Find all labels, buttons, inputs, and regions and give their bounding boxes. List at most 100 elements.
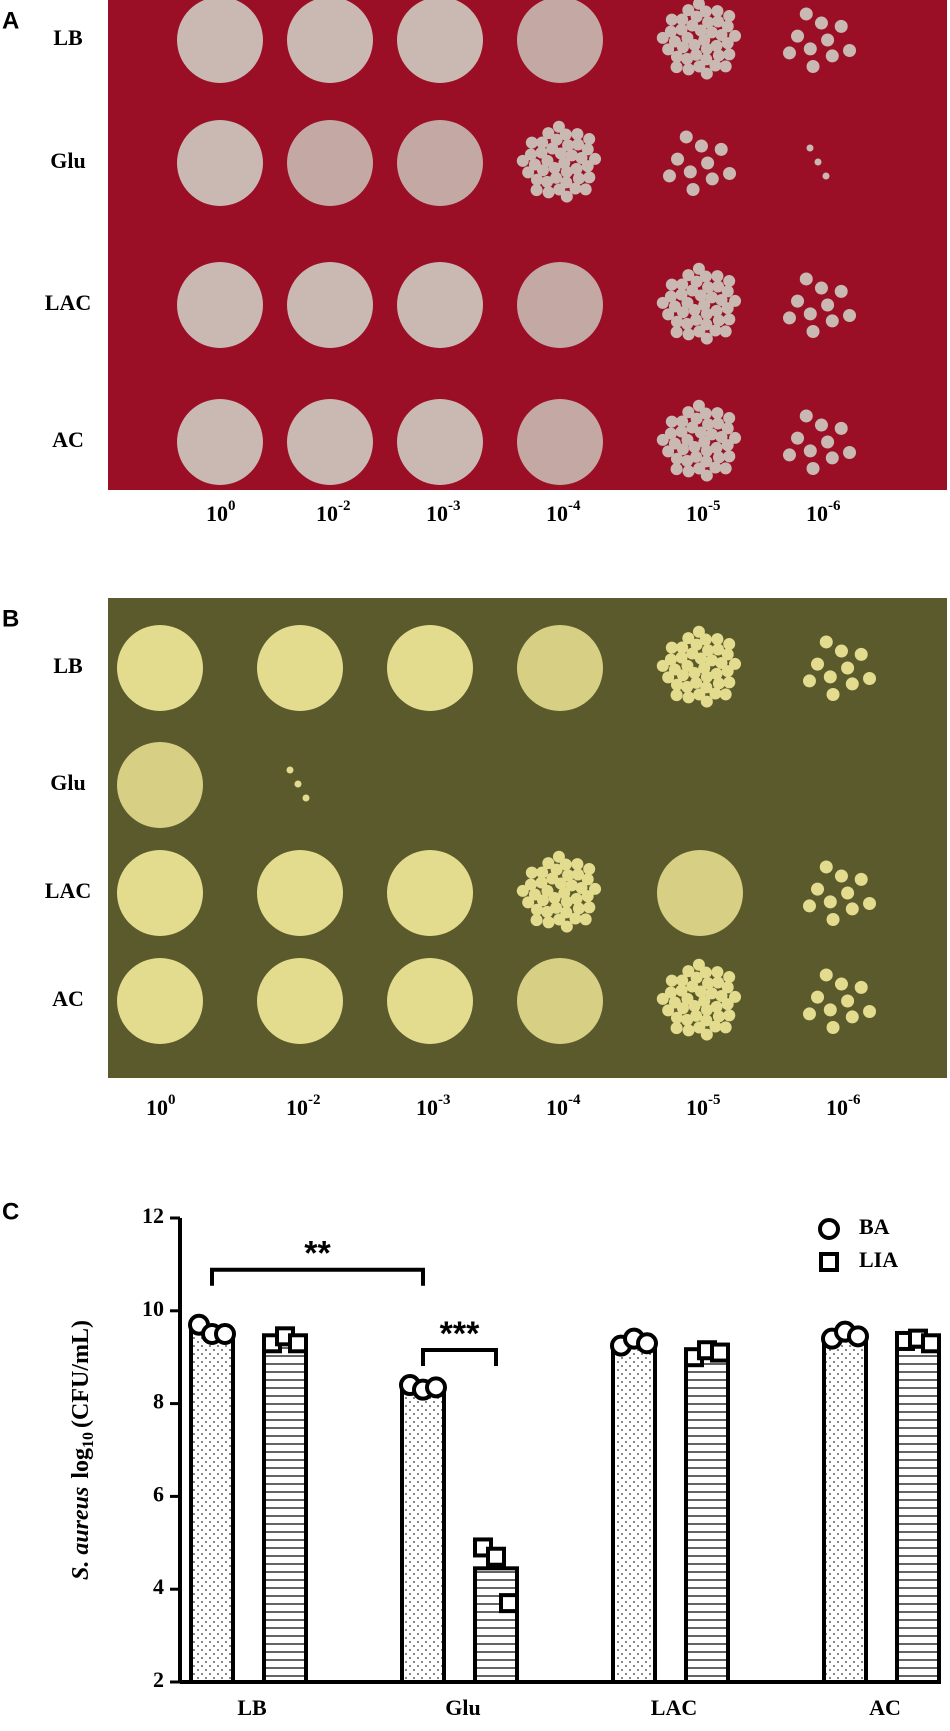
colony [803, 42, 817, 56]
colony [676, 641, 689, 654]
colony [711, 15, 724, 28]
colony [721, 981, 734, 994]
dilution-label: 10-5 [686, 1092, 721, 1120]
colony [583, 863, 596, 876]
significance-label: *** [440, 1315, 480, 1353]
colony [723, 412, 736, 425]
colony [702, 977, 715, 990]
colony [682, 632, 695, 645]
bar [473, 1566, 519, 1684]
colony [560, 895, 573, 908]
colony [681, 659, 694, 672]
row-label: AC [52, 986, 84, 1011]
spot [387, 625, 473, 711]
colony [700, 1028, 713, 1041]
colony [675, 425, 688, 438]
y-tick-label: 10 [142, 1296, 164, 1321]
colony [712, 1010, 725, 1023]
colony [565, 879, 578, 892]
colony [845, 677, 859, 691]
data-point [499, 1593, 519, 1614]
colony [702, 281, 715, 294]
colony [550, 901, 563, 914]
colony [711, 966, 724, 979]
colony [723, 1009, 736, 1022]
colony [589, 152, 602, 165]
colony [589, 882, 602, 895]
colony [729, 431, 742, 444]
colony [699, 407, 712, 420]
colony [700, 444, 713, 457]
colony [683, 165, 697, 179]
colony [806, 144, 814, 152]
colony [845, 1010, 859, 1024]
colony [562, 139, 575, 152]
colony [782, 448, 796, 462]
colony [560, 190, 573, 203]
colony [686, 647, 699, 660]
colony [546, 872, 559, 885]
colony [712, 314, 725, 327]
colony [854, 647, 868, 661]
colony [705, 654, 718, 667]
colony [675, 651, 688, 664]
colony [712, 451, 725, 464]
colony [682, 465, 695, 478]
colony [535, 146, 548, 159]
colony [841, 886, 855, 900]
colony [700, 307, 713, 320]
colony [729, 29, 742, 42]
colony [690, 450, 703, 463]
colony [665, 974, 678, 987]
colony [668, 996, 681, 1009]
colony [662, 308, 675, 321]
colony [723, 676, 736, 689]
colony [711, 417, 724, 430]
colony [799, 272, 813, 286]
colony [791, 294, 805, 308]
colony [530, 903, 543, 916]
colony [662, 169, 676, 183]
y-tick-label: 12 [142, 1203, 164, 1228]
colony [542, 186, 555, 199]
colony [699, 633, 712, 646]
colony [575, 881, 588, 894]
colony [715, 430, 728, 443]
bar [895, 1338, 941, 1684]
colony [670, 315, 683, 328]
panel-label: B [2, 605, 19, 632]
colony [690, 638, 703, 651]
colony [550, 133, 563, 146]
colony [682, 691, 695, 704]
row-label: LAC [45, 878, 91, 903]
colony [700, 1003, 713, 1016]
bar [822, 1334, 868, 1684]
colony [854, 980, 868, 994]
colony [575, 151, 588, 164]
colony [559, 858, 572, 871]
panel-label: C [2, 1198, 19, 1225]
colony [843, 446, 857, 460]
colony [802, 899, 816, 913]
colony [681, 992, 694, 1005]
colony [681, 52, 694, 65]
spot [397, 0, 483, 83]
colony [671, 152, 685, 166]
spot [397, 120, 483, 206]
colony [579, 183, 592, 196]
colony [823, 895, 837, 909]
colony [662, 445, 675, 458]
colony [709, 324, 722, 337]
colony [819, 968, 833, 982]
colony [803, 444, 817, 458]
spot [397, 399, 483, 485]
colony [583, 901, 596, 914]
spot [517, 262, 603, 348]
colony [702, 16, 715, 29]
colony [834, 19, 848, 33]
colony [690, 313, 703, 326]
colony [690, 412, 703, 425]
colony [524, 148, 537, 161]
colony [700, 695, 713, 708]
